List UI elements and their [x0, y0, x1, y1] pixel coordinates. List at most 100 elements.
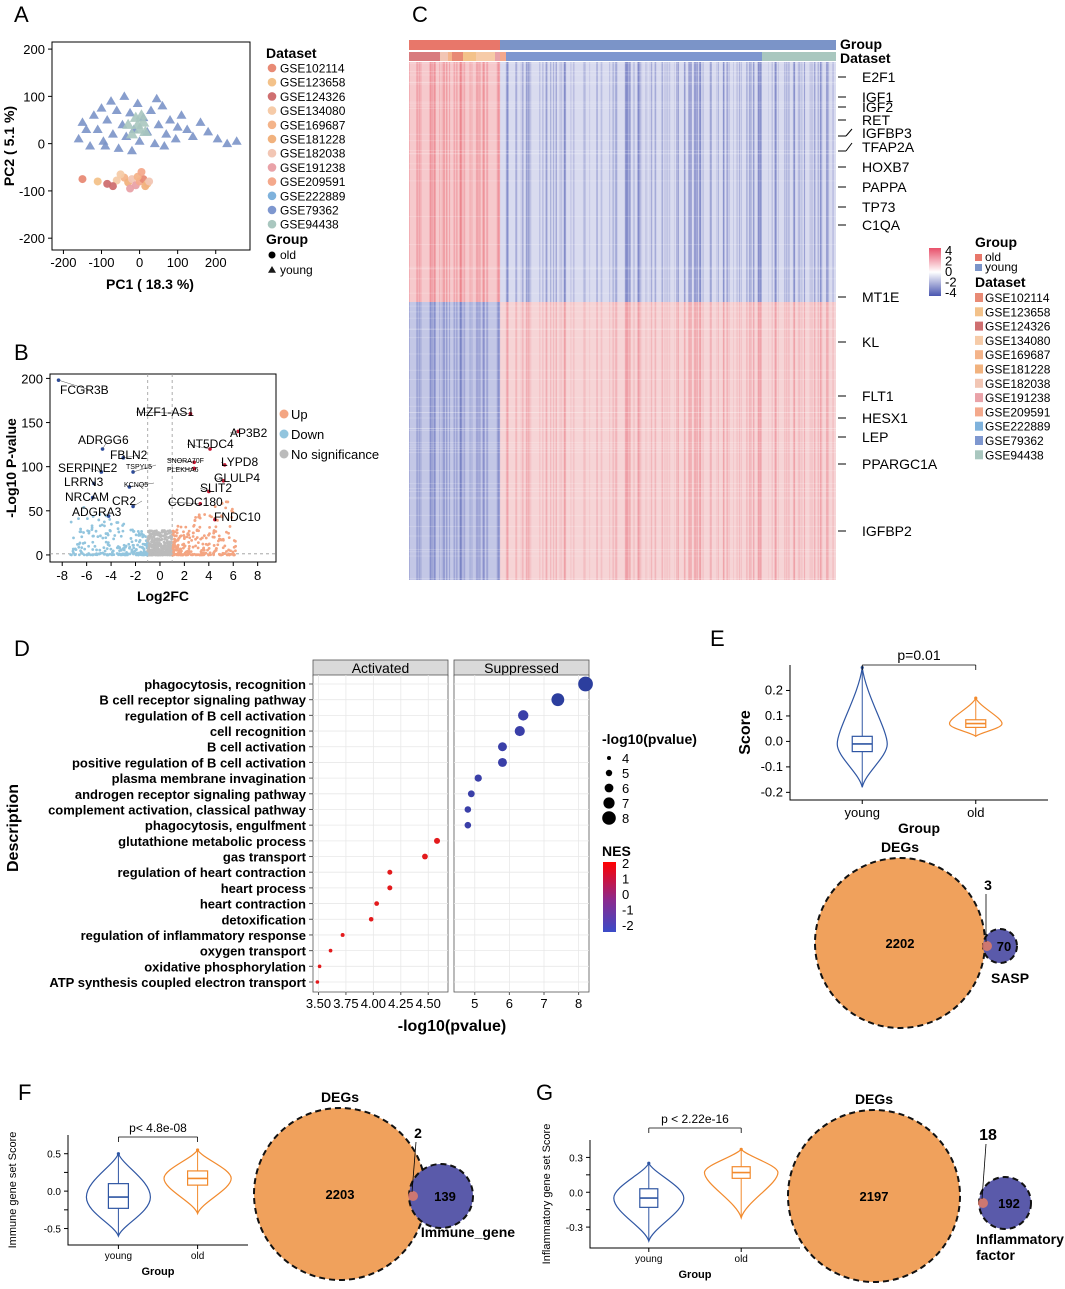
p-value: p < 2.22e-16	[661, 1112, 729, 1126]
heat-stripe	[430, 62, 432, 302]
y-tick-label: 100	[23, 89, 45, 104]
volcano-point	[93, 544, 97, 548]
heat-row	[409, 549, 836, 550]
volcano-point	[102, 520, 106, 524]
heat-stripe	[624, 62, 627, 302]
heat-stripe	[613, 302, 615, 580]
x-tick-label: -4	[105, 568, 117, 583]
heat-row	[409, 551, 836, 553]
heat-stripe	[825, 62, 828, 302]
heat-stripe	[702, 62, 704, 302]
gene-leader	[102, 439, 109, 450]
volcano-point	[206, 543, 210, 547]
volcano-point	[125, 551, 128, 554]
heat-stripe	[632, 302, 635, 580]
heat-stripe	[487, 62, 489, 302]
scale-tick: -2	[945, 275, 957, 290]
heat-row	[409, 81, 836, 83]
heat-stripe	[699, 302, 702, 580]
volcano-point	[175, 531, 179, 535]
x-tick-label: -100	[88, 255, 114, 270]
gene-leader	[123, 454, 141, 459]
term-dot	[497, 757, 507, 767]
gene-label: GLULP4	[214, 471, 260, 485]
heat-stripe	[460, 302, 463, 580]
heat-stripe	[768, 302, 769, 580]
volcano-point	[163, 542, 167, 545]
heat-stripe	[688, 62, 690, 302]
heat-stripe	[525, 302, 528, 580]
volcano-point	[220, 514, 223, 518]
legend-title: Group	[266, 231, 308, 247]
gene-label: FLT1	[862, 388, 894, 404]
heat-stripe	[505, 62, 507, 302]
volcano-point	[105, 547, 109, 551]
gene-tick	[845, 128, 853, 137]
gene-label: TSPYL5	[126, 464, 152, 471]
volcano-point	[151, 539, 154, 542]
heat-stripe	[589, 302, 591, 580]
volcano-point	[142, 547, 146, 551]
heat-stripe	[506, 62, 509, 302]
heat-stripe	[443, 302, 445, 580]
heat-stripe	[447, 62, 448, 302]
heat-stripe	[676, 62, 677, 302]
legend-item: GSE181228	[985, 363, 1051, 377]
heat-stripe	[447, 302, 448, 580]
heat-stripe	[722, 302, 725, 580]
legend-item: GSE209591	[985, 405, 1051, 419]
heat-stripe	[740, 62, 742, 302]
panel-label-c: C	[412, 2, 428, 27]
old-point	[126, 184, 135, 193]
volcano-point	[186, 553, 190, 556]
heat-stripe	[463, 62, 466, 302]
gene-point	[121, 456, 126, 460]
heat-stripe	[626, 302, 628, 580]
volcano-point	[154, 541, 158, 545]
volcano-point	[90, 528, 94, 532]
heat-stripe	[787, 302, 790, 580]
heat-stripe	[433, 302, 436, 580]
heat-stripe	[718, 302, 719, 580]
venn-overlap-area	[978, 1198, 988, 1208]
gene-point	[127, 485, 132, 489]
x-tick-label: 6	[506, 996, 513, 1011]
heat-stripe	[455, 302, 458, 580]
volcano-point	[150, 529, 154, 533]
legend-item: Up	[291, 407, 308, 422]
gene-tick	[845, 142, 853, 152]
heat-stripe	[433, 62, 436, 302]
heat-row	[409, 74, 836, 76]
heat-stripe	[722, 62, 725, 302]
heat-row	[409, 107, 836, 109]
heat-stripe	[640, 302, 641, 580]
heat-stripe	[722, 62, 725, 302]
heat-stripe	[800, 302, 803, 580]
heat-stripe	[716, 302, 718, 580]
heat-stripe	[448, 302, 450, 580]
x-axis-title: Group	[142, 1266, 175, 1278]
heat-stripe	[431, 62, 434, 302]
volcano-point	[121, 552, 125, 556]
young-point	[113, 143, 124, 152]
volcano-point	[78, 530, 82, 534]
heat-block	[409, 302, 500, 580]
volcano-point	[160, 553, 164, 557]
volcano-point	[110, 553, 114, 557]
panel-label-f: F	[18, 1080, 31, 1105]
volcano-point	[213, 505, 217, 508]
x-tick-label: young	[635, 1254, 662, 1265]
heat-row	[409, 446, 836, 448]
violin-axes	[589, 1140, 800, 1249]
heat-stripe	[760, 302, 762, 580]
heat-stripe	[430, 302, 432, 580]
heat-stripe	[625, 62, 627, 302]
term-dot	[387, 869, 393, 875]
x-tick-label: 4.00	[361, 996, 386, 1011]
y-tick-label: 0	[36, 548, 43, 563]
volcano-point	[227, 536, 231, 540]
y-tick-label: 50	[29, 504, 43, 519]
heat-row	[409, 292, 836, 294]
term-dot	[518, 710, 529, 721]
heat-stripe	[469, 62, 472, 302]
